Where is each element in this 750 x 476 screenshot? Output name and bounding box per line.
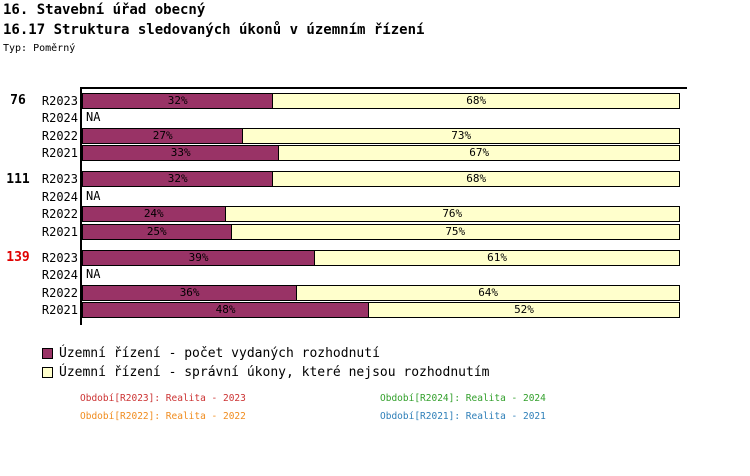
- bar-segment-other-acts: 76%: [225, 206, 680, 223]
- chart-row: R2022 36% 64%: [0, 284, 750, 302]
- row-label: R2023: [41, 250, 78, 265]
- chart-row: R2021 25% 75%: [0, 223, 750, 241]
- bar-segment-decisions: 25%: [82, 223, 232, 240]
- chart-row: 139 R2023 39% 61%: [0, 249, 750, 267]
- bar-segment-other-acts: 73%: [243, 127, 680, 144]
- chart-row: 111 R2023 32% 68%: [0, 171, 750, 189]
- bar-na: NA: [82, 267, 680, 283]
- legend-item-other-acts: Územní řízení - správní úkony, které nej…: [42, 363, 489, 382]
- bar-segment-decisions: 39%: [82, 249, 316, 266]
- period-definition: Období[R2021]: Realita - 2021: [380, 410, 546, 422]
- bar-segment-other-acts: 75%: [231, 223, 680, 240]
- row-label: R2023: [41, 172, 78, 187]
- legend-swatch-other-acts-icon: [42, 367, 53, 378]
- bar-segment-other-acts: 68%: [273, 92, 680, 109]
- bar-segment-decisions: 32%: [82, 171, 274, 188]
- stacked-bar: 39% 61%: [82, 249, 680, 266]
- row-label: R2021: [41, 146, 78, 161]
- chart-row: R2024 NA: [0, 267, 750, 285]
- chart-title: 16.17 Struktura sledovaných úkonů v územ…: [3, 22, 425, 38]
- stacked-bar: 24% 76%: [82, 206, 680, 223]
- stacked-bar: 25% 75%: [82, 223, 680, 240]
- bar-group: 111 R2023 32% 68% R2024 NA R2022 24% 76% R2021 25%…: [0, 171, 750, 241]
- bar-group: 76 R2023 32% 68% R2024 NA R2022 27% 73% R2021 33% 6…: [0, 92, 750, 162]
- legend-item-decisions: Územní řízení - počet vydaných rozhodnut…: [42, 344, 489, 363]
- group-total: 111: [6, 171, 30, 187]
- na-label: NA: [86, 188, 101, 203]
- bar-segment-decisions: 27%: [82, 127, 244, 144]
- row-label: R2024: [41, 189, 78, 204]
- period-definition: Období[R2022]: Realita - 2022: [80, 410, 246, 422]
- chart-row: R2022 27% 73%: [0, 127, 750, 145]
- chart-row: R2021 48% 52%: [0, 302, 750, 320]
- stacked-bar: 32% 68%: [82, 92, 680, 109]
- legend-swatch-decisions-icon: [42, 348, 53, 359]
- chart-row: R2021 33% 67%: [0, 145, 750, 163]
- na-label: NA: [86, 267, 101, 282]
- bar-segment-decisions: 32%: [82, 92, 274, 109]
- chart-row: R2024 NA: [0, 110, 750, 128]
- row-label: R2022: [41, 207, 78, 222]
- stacked-bar: 32% 68%: [82, 171, 680, 188]
- bar-segment-other-acts: 61%: [315, 249, 680, 266]
- stacked-bar-chart: 76 R2023 32% 68% R2024 NA R2022 27% 73% R2021 33% 6…: [0, 87, 750, 327]
- y-axis-line: [80, 87, 82, 325]
- row-label: R2024: [41, 268, 78, 283]
- bar-segment-other-acts: 67%: [279, 145, 680, 162]
- bar-segment-other-acts: 64%: [297, 284, 680, 301]
- period-definition: Období[R2023]: Realita - 2023: [80, 392, 246, 404]
- legend-label-decisions: Územní řízení - počet vydaných rozhodnut…: [59, 346, 380, 361]
- row-label: R2024: [41, 111, 78, 126]
- bar-group: 139 R2023 39% 61% R2024 NA R2022 36% 64% R2021 48%…: [0, 249, 750, 319]
- bar-na: NA: [82, 110, 680, 126]
- stacked-bar: 48% 52%: [82, 302, 680, 319]
- chart-row: 76 R2023 32% 68%: [0, 92, 750, 110]
- chart-type-label: Typ: Poměrný: [3, 43, 76, 54]
- row-label: R2021: [41, 224, 78, 239]
- legend: Územní řízení - počet vydaných rozhodnut…: [42, 344, 489, 382]
- bar-segment-decisions: 33%: [82, 145, 280, 162]
- row-label: R2021: [41, 303, 78, 318]
- report-section-title: 16. Stavební úřad obecný: [3, 2, 206, 18]
- period-definitions: Období[R2023]: Realita - 2023 Období[R202…: [80, 389, 546, 425]
- plot-top-border: [80, 87, 687, 89]
- group-total: 76: [10, 93, 26, 109]
- row-label: R2022: [41, 285, 78, 300]
- row-label: R2022: [41, 128, 78, 143]
- na-label: NA: [86, 110, 101, 125]
- stacked-bar: 33% 67%: [82, 145, 680, 162]
- row-label: R2023: [41, 93, 78, 108]
- stacked-bar: 27% 73%: [82, 127, 680, 144]
- legend-label-other-acts: Územní řízení - správní úkony, které nej…: [59, 365, 490, 380]
- bar-segment-other-acts: 52%: [369, 302, 680, 319]
- bar-segment-decisions: 24%: [82, 206, 226, 223]
- period-definition: Období[R2024]: Realita - 2024: [380, 392, 546, 404]
- chart-rows: 76 R2023 32% 68% R2024 NA R2022 27% 73% R2021 33% 6…: [0, 92, 750, 328]
- bar-segment-other-acts: 68%: [273, 171, 680, 188]
- chart-row: R2022 24% 76%: [0, 206, 750, 224]
- bar-segment-decisions: 36%: [82, 284, 298, 301]
- bar-segment-decisions: 48%: [82, 302, 370, 319]
- group-total: 139: [6, 250, 30, 266]
- stacked-bar: 36% 64%: [82, 284, 680, 301]
- bar-na: NA: [82, 189, 680, 205]
- chart-row: R2024 NA: [0, 188, 750, 206]
